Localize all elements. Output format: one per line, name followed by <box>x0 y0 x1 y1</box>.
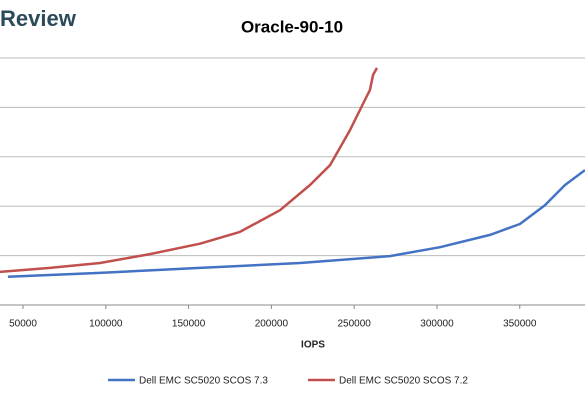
series-line <box>0 67 379 274</box>
x-tick-label: 100000 <box>89 319 123 330</box>
legend-label: Dell EMC SC5020 SCOS 7.3 <box>139 376 268 387</box>
x-tick-label: 50000 <box>9 319 37 330</box>
legend-label: Dell EMC SC5020 SCOS 7.2 <box>339 376 468 387</box>
x-tick-label: 250000 <box>337 319 371 330</box>
x-axis-title: IOPS <box>301 340 325 351</box>
brand-text: Review <box>0 6 77 31</box>
chart-title: Oracle-90-10 <box>241 17 343 36</box>
x-tick-label: 350000 <box>503 319 537 330</box>
x-tick-label: 200000 <box>255 319 289 330</box>
x-tick-label: 300000 <box>420 319 454 330</box>
x-tick-label: 150000 <box>172 319 206 330</box>
series-line <box>7 169 585 279</box>
